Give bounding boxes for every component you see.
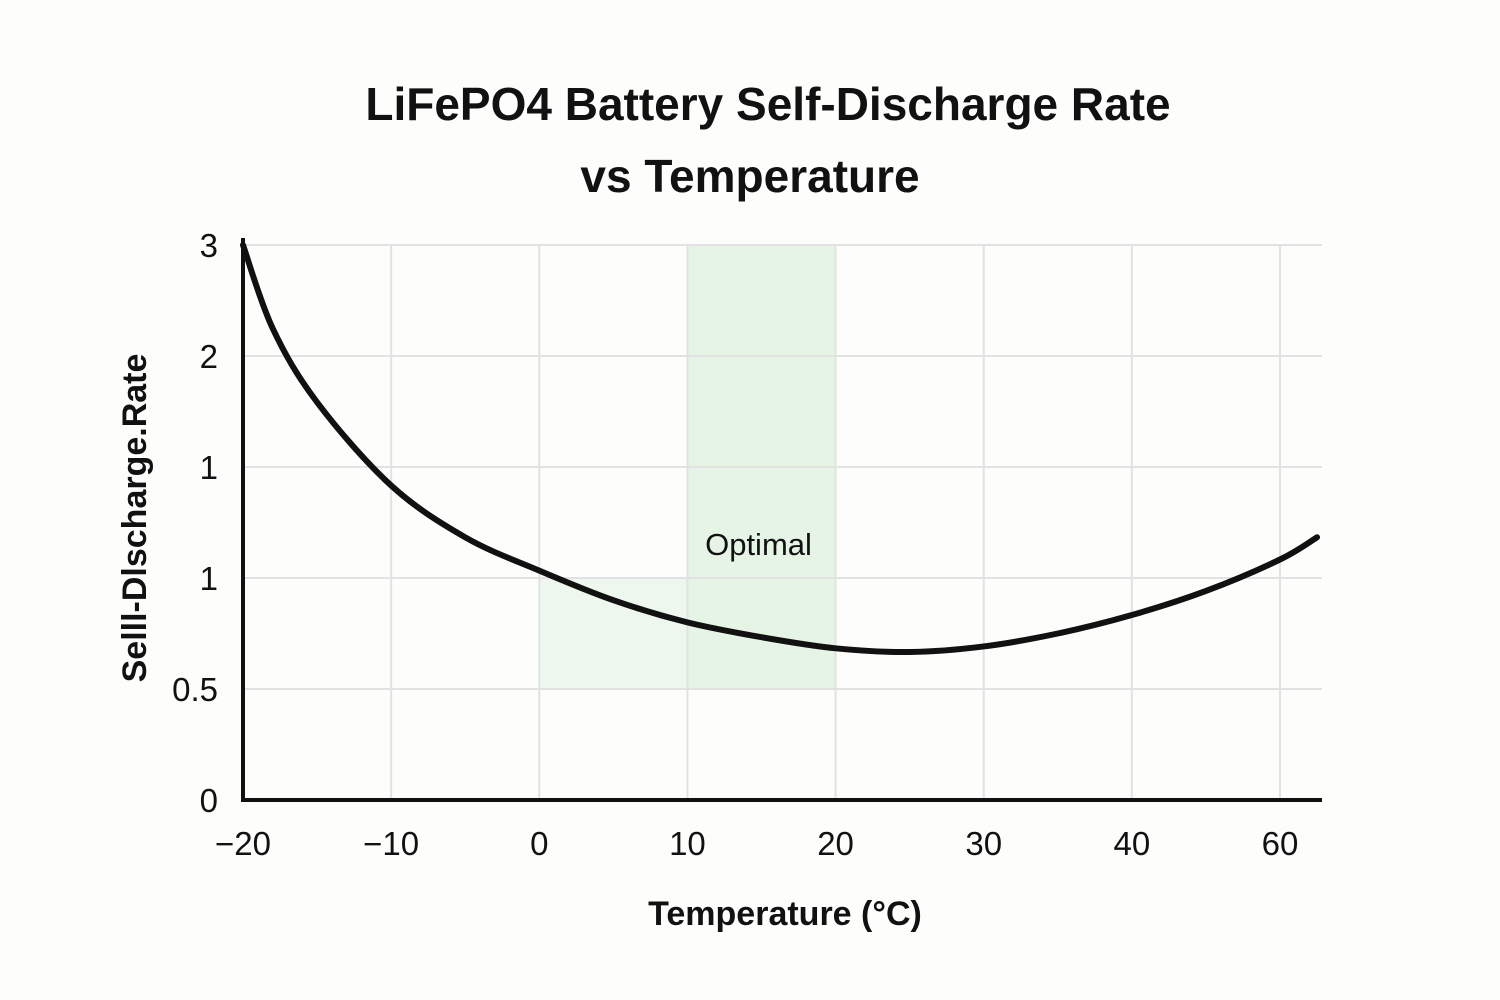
x-tick-label: 10 <box>669 825 706 862</box>
chart-title-line1: LiFePO4 Battery Self-Discharge Rate <box>365 78 1170 130</box>
x-tick-label: 30 <box>965 825 1002 862</box>
y-tick-label: 1 <box>200 449 218 486</box>
shaded-region-1 <box>539 578 688 689</box>
series-line-0 <box>240 242 1321 656</box>
y-axis-label: Selll-Dlscharge.Rate <box>116 354 154 683</box>
x-tick-label: −20 <box>215 825 271 862</box>
chart-title-line2: vs Temperature <box>580 150 919 202</box>
y-tick-label: 0.5 <box>172 671 218 708</box>
optimal-annotation: Optimal <box>705 527 812 562</box>
y-tick-label: 2 <box>200 338 218 375</box>
y-tick-label: 3 <box>200 227 218 264</box>
x-tick-label: 20 <box>817 825 854 862</box>
x-axis-label: Temperature (°C) <box>648 895 922 933</box>
y-tick-label: 0 <box>200 782 218 819</box>
x-tick-label: 40 <box>1113 825 1150 862</box>
x-tick-label: 60 <box>1262 825 1299 862</box>
x-tick-label: −10 <box>363 825 419 862</box>
x-tick-label: 0 <box>530 825 548 862</box>
y-tick-label: 1 <box>200 560 218 597</box>
